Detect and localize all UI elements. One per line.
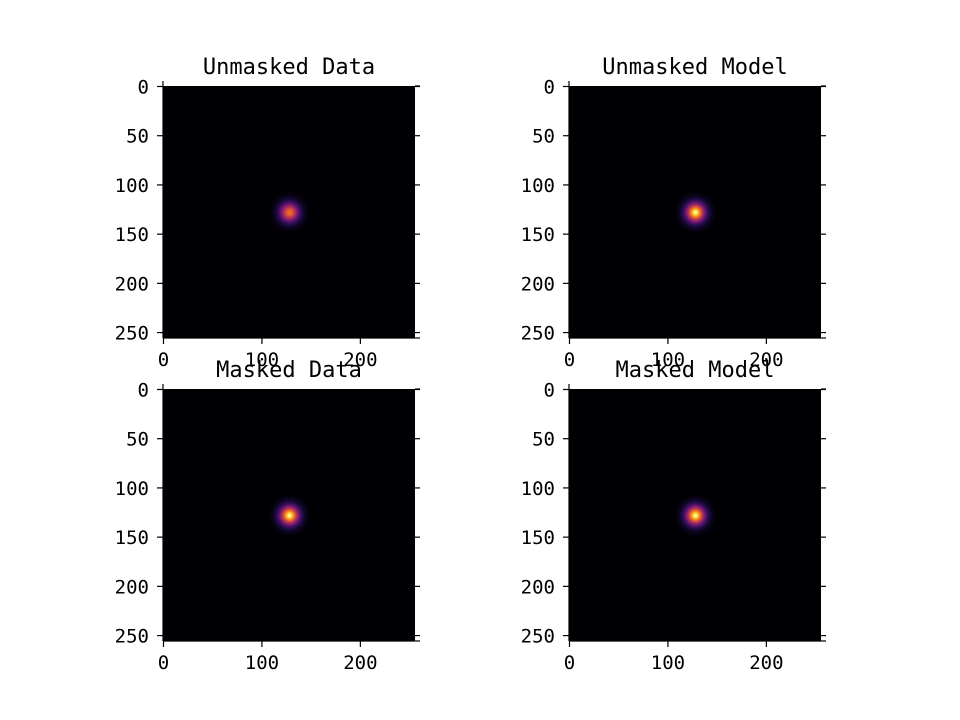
gaussian-source	[268, 494, 311, 537]
subplot-0: Unmasked Data 0 50 100 150 200 250 0 100 200	[115, 55, 420, 371]
y-tick-label: 150	[115, 527, 149, 549]
subplot-title: Unmasked Model	[602, 55, 787, 80]
x-tick-label: 100	[651, 652, 685, 674]
y-tick-label: 100	[115, 478, 149, 500]
y-tick-label: 200	[115, 273, 149, 295]
y-tick-label: 100	[115, 175, 149, 197]
gaussian-source	[674, 494, 717, 537]
y-tick-label: 150	[115, 224, 149, 246]
subplot-3: Masked Model 0 50 100 150 200 250 0 100 200	[521, 358, 826, 674]
y-tick-label: 250	[521, 626, 555, 648]
x-tick-label: 200	[343, 652, 377, 674]
y-tick-label: 100	[521, 478, 555, 500]
gaussian-source	[674, 191, 717, 234]
y-tick-label: 150	[521, 527, 555, 549]
y-tick-label: 100	[521, 175, 555, 197]
y-tick-label: 150	[521, 224, 555, 246]
y-tick-label: 50	[126, 429, 149, 451]
x-tick-label: 0	[158, 652, 169, 674]
x-tick-label: 0	[564, 349, 575, 371]
x-tick-label: 0	[158, 349, 169, 371]
y-tick-label: 250	[115, 323, 149, 345]
gaussian-source	[268, 191, 311, 234]
x-tick-label: 200	[749, 652, 783, 674]
y-tick-label: 250	[521, 323, 555, 345]
x-tick-label: 100	[245, 652, 279, 674]
subplot-2: Masked Data 0 50 100 150 200 250 0 100 200	[115, 358, 420, 674]
y-tick-label: 50	[126, 126, 149, 148]
y-tick-label: 200	[521, 273, 555, 295]
y-tick-label: 0	[138, 379, 149, 401]
y-tick-label: 0	[544, 76, 555, 98]
y-tick-label: 0	[138, 76, 149, 98]
x-tick-label: 100	[245, 349, 279, 371]
x-tick-label: 200	[343, 349, 377, 371]
y-tick-label: 200	[115, 576, 149, 598]
subplot-1: Unmasked Model 0 50 100 150 200 250 0 100 200	[521, 55, 826, 371]
y-tick-label: 250	[115, 626, 149, 648]
y-tick-label: 50	[532, 126, 555, 148]
subplot-title: Unmasked Data	[203, 55, 375, 80]
y-tick-label: 0	[544, 379, 555, 401]
x-tick-label: 100	[651, 349, 685, 371]
x-tick-label: 0	[564, 652, 575, 674]
subplot-title: Masked Data	[216, 358, 362, 383]
y-tick-label: 200	[521, 576, 555, 598]
x-tick-label: 200	[749, 349, 783, 371]
y-tick-label: 50	[532, 429, 555, 451]
subplot-title: Masked Model	[616, 358, 775, 383]
